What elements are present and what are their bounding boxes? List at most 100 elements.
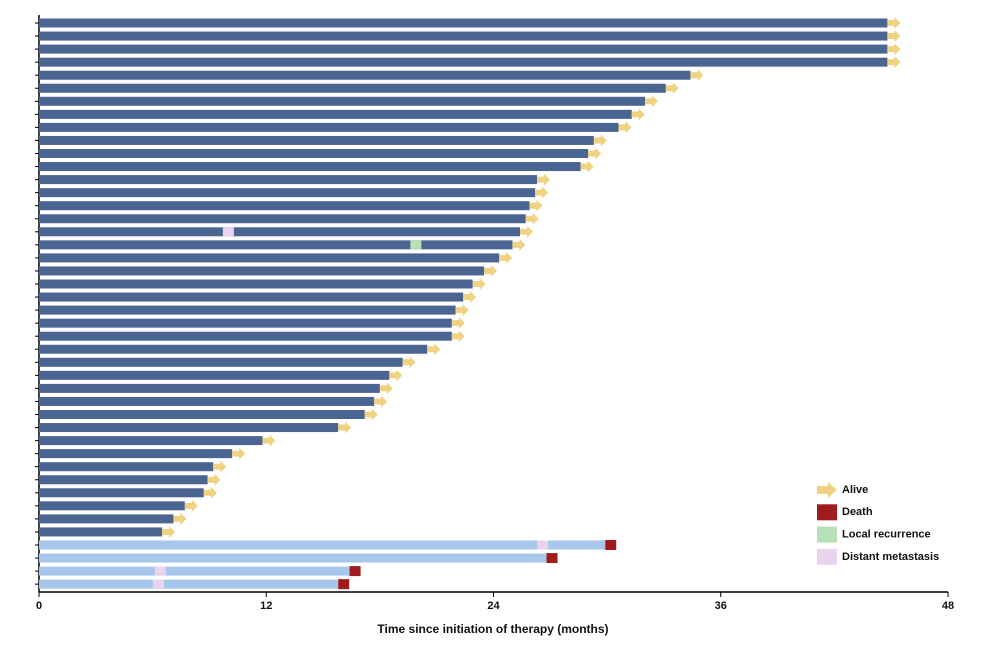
x-tick-label: 36 <box>715 600 727 612</box>
event-marker <box>203 486 217 499</box>
event-marker <box>349 566 361 577</box>
event-marker <box>152 579 164 589</box>
event-marker <box>338 579 350 590</box>
event-marker <box>389 369 403 382</box>
bar <box>39 214 526 224</box>
event-marker <box>184 499 198 512</box>
bar <box>39 305 456 315</box>
event-marker <box>484 264 498 277</box>
event-marker <box>537 540 549 550</box>
event-marker <box>379 382 393 395</box>
bar <box>39 553 547 563</box>
event-marker <box>665 82 679 95</box>
event-marker <box>213 460 227 473</box>
bar <box>39 410 365 419</box>
bar <box>39 44 888 54</box>
bar <box>39 70 691 80</box>
x-tick-label: 24 <box>487 600 500 612</box>
event-marker <box>207 473 221 486</box>
event-marker <box>338 421 352 434</box>
event-marker <box>631 108 645 121</box>
bar <box>39 344 428 354</box>
event-marker <box>402 356 416 369</box>
x-tick-label: 48 <box>942 600 954 612</box>
legend-label: Alive <box>842 484 868 496</box>
bar <box>39 396 375 406</box>
bar <box>39 540 606 550</box>
bar <box>39 253 500 263</box>
event-marker <box>455 304 469 317</box>
event-marker <box>580 160 594 173</box>
event-marker <box>463 291 477 304</box>
bar <box>39 331 452 341</box>
event-marker <box>364 408 378 421</box>
bar <box>39 436 263 446</box>
bar <box>39 162 581 172</box>
event-marker <box>512 238 526 251</box>
bar <box>39 423 339 433</box>
legend-swatch <box>817 526 837 543</box>
event-marker <box>887 56 901 69</box>
bar <box>39 240 513 250</box>
event-marker <box>451 330 465 343</box>
event-marker <box>410 240 422 250</box>
bar <box>39 527 163 537</box>
legend-label: Death <box>842 506 873 518</box>
legend-swatch <box>817 504 837 521</box>
x-axis-label: Time since initiation of therapy (months… <box>377 622 608 636</box>
event-marker <box>262 434 276 447</box>
legend-swatch <box>817 548 837 565</box>
bar <box>39 109 632 119</box>
x-tick-label: 0 <box>36 600 42 612</box>
event-marker <box>499 251 513 264</box>
event-marker <box>427 343 441 356</box>
bar <box>39 57 888 67</box>
bar <box>39 488 204 498</box>
bar <box>39 96 645 106</box>
bar <box>39 383 380 393</box>
event-marker <box>546 553 558 564</box>
event-marker <box>222 227 234 237</box>
bar <box>39 266 485 276</box>
bar <box>39 579 339 589</box>
bar <box>39 175 538 185</box>
event-marker <box>173 512 187 525</box>
legend-swatch <box>817 482 837 498</box>
event-marker <box>472 278 486 290</box>
event-marker <box>887 43 901 56</box>
bar <box>39 566 350 576</box>
legend-label: Distant metastasis <box>842 551 939 563</box>
event-marker <box>535 186 549 199</box>
bar <box>39 188 536 198</box>
event-marker <box>232 447 246 460</box>
event-marker <box>520 225 534 238</box>
bar <box>39 292 464 302</box>
bar <box>39 201 530 211</box>
x-tick-label: 12 <box>260 600 272 612</box>
event-marker <box>162 525 176 538</box>
bar <box>39 227 521 237</box>
event-marker <box>537 173 551 186</box>
bar <box>39 31 888 41</box>
bar <box>39 501 185 511</box>
bar <box>39 318 452 328</box>
event-marker <box>645 95 658 108</box>
event-marker <box>374 395 388 408</box>
event-marker <box>525 212 539 225</box>
bar <box>39 18 888 28</box>
bar <box>39 475 208 485</box>
bar <box>39 370 390 380</box>
event-marker <box>690 69 704 82</box>
event-marker <box>887 17 901 29</box>
event-marker <box>529 199 543 212</box>
event-marker <box>605 540 617 550</box>
bar <box>39 135 594 145</box>
bar <box>39 449 233 459</box>
event-marker <box>887 30 901 43</box>
bar <box>39 83 666 93</box>
event-marker <box>618 121 632 134</box>
event-marker <box>588 147 602 160</box>
legend-label: Local recurrence <box>842 529 931 541</box>
bar <box>39 357 403 367</box>
